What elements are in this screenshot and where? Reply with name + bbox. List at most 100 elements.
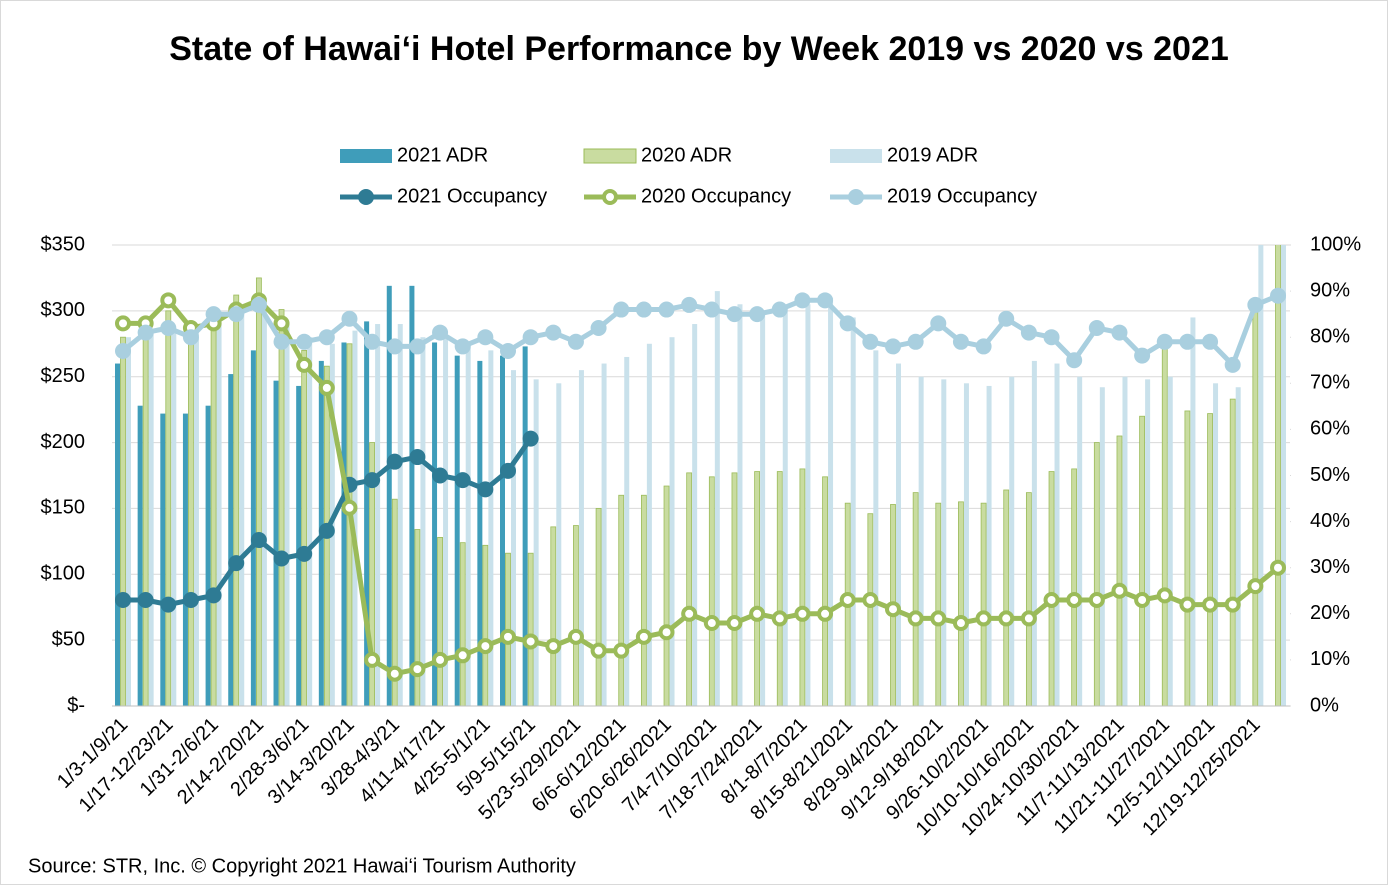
bar — [278, 309, 285, 706]
occupancy-marker — [477, 638, 494, 655]
bar — [511, 370, 516, 706]
y2-tick-label: 100% — [1310, 233, 1361, 255]
occupancy-marker — [1224, 596, 1241, 613]
y-tick-label: $250 — [41, 365, 86, 387]
legend-marker — [848, 189, 864, 205]
occupancy-marker — [296, 333, 313, 350]
occupancy-marker — [318, 379, 335, 396]
bar — [1003, 489, 1010, 706]
bar — [1099, 387, 1105, 706]
legend-swatch — [830, 149, 882, 163]
bar — [1235, 387, 1241, 706]
occupancy-marker — [454, 338, 471, 355]
legend-swatch — [340, 149, 392, 163]
footnote: Source: STR, Inc. © Copyright 2021 Hawai… — [28, 855, 576, 877]
occupancy-marker — [1156, 333, 1173, 350]
bar — [573, 525, 579, 706]
bar — [142, 334, 149, 706]
bar — [782, 310, 788, 706]
bar — [375, 324, 381, 706]
bar — [1054, 363, 1060, 706]
occupancy-marker — [952, 615, 969, 632]
bar — [1009, 376, 1015, 706]
legend-label: 2019 Occupancy — [887, 185, 1037, 207]
occupancy-marker — [386, 665, 403, 682]
occupancy-marker — [386, 453, 403, 470]
occupancy-marker — [205, 306, 222, 323]
y2-tick-label: 60% — [1310, 418, 1350, 440]
bar — [341, 342, 347, 706]
occupancy-marker — [749, 306, 766, 323]
bar — [160, 413, 166, 706]
occupancy-marker — [477, 481, 494, 498]
bar — [115, 363, 120, 706]
occupancy-marker — [250, 532, 267, 549]
bar — [601, 363, 607, 706]
occupancy-marker — [137, 324, 154, 341]
occupancy-marker — [137, 591, 154, 608]
bar — [409, 285, 415, 706]
bar — [708, 476, 715, 706]
bar — [239, 304, 245, 706]
legend-label: 2020 ADR — [641, 144, 732, 166]
occupancy-marker — [409, 338, 426, 355]
bar — [255, 277, 262, 706]
bar — [663, 485, 670, 706]
occupancy-marker — [1179, 596, 1196, 613]
bar — [1025, 492, 1032, 706]
occupancy-marker — [658, 624, 675, 641]
occupancy-marker — [545, 638, 562, 655]
plot-area — [115, 245, 1286, 706]
legend-swatch — [583, 148, 637, 164]
y-tick-label: $150 — [41, 497, 86, 519]
occupancy-marker — [590, 319, 607, 336]
bar — [918, 376, 924, 706]
bar — [1116, 435, 1123, 706]
y-tick-label: $350 — [41, 233, 86, 255]
bar — [1161, 343, 1168, 706]
occupancy-marker — [771, 610, 788, 627]
occupancy-marker — [681, 296, 698, 313]
bar — [273, 380, 279, 706]
bar — [828, 297, 834, 706]
bar — [1077, 376, 1083, 706]
bar — [1258, 245, 1264, 706]
occupancy-marker — [1247, 296, 1264, 313]
bar — [1167, 376, 1173, 706]
occupancy-marker — [1224, 356, 1241, 373]
bar — [1122, 376, 1128, 706]
bar — [1071, 468, 1078, 706]
bar — [437, 537, 443, 706]
occupancy-marker — [115, 343, 131, 360]
occupancy-marker — [1134, 591, 1151, 608]
occupancy-marker — [1202, 596, 1219, 613]
y2-tick-label: 20% — [1310, 602, 1350, 624]
occupancy-marker — [975, 610, 992, 627]
occupancy-marker — [341, 499, 358, 516]
occupancy-marker — [477, 329, 494, 346]
bar — [754, 471, 761, 706]
bar — [1139, 415, 1146, 706]
bar — [1275, 245, 1281, 706]
legend-label: 2020 Occupancy — [641, 185, 791, 207]
occupancy-marker — [1088, 591, 1105, 608]
occupancy-marker — [1043, 329, 1060, 346]
bar — [482, 544, 489, 706]
bar — [646, 343, 652, 706]
y-tick-label: $300 — [41, 299, 86, 321]
bar — [459, 542, 466, 706]
bar — [760, 310, 766, 706]
bar — [465, 343, 471, 706]
occupancy-marker — [454, 647, 471, 664]
occupancy-marker — [364, 333, 381, 350]
occupancy-marker — [613, 301, 630, 318]
occupancy-marker — [862, 591, 879, 608]
bar — [432, 342, 438, 706]
bar — [1184, 410, 1191, 706]
occupancy-marker — [318, 329, 335, 346]
y2-tick-label: 10% — [1310, 648, 1350, 670]
occupancy-marker — [386, 338, 403, 355]
occupancy-marker — [907, 333, 924, 350]
bar — [1048, 471, 1055, 706]
occupancy-marker — [296, 356, 313, 373]
